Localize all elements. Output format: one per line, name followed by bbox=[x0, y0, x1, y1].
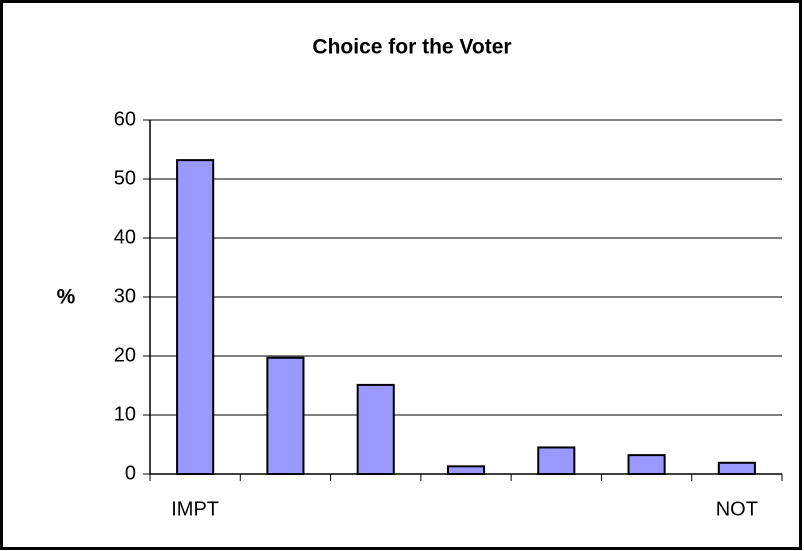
bar bbox=[717, 461, 756, 476]
x-tick-label: NOT bbox=[716, 498, 758, 520]
y-tick-label: 40 bbox=[114, 226, 136, 248]
bar bbox=[356, 383, 395, 475]
bar bbox=[627, 454, 666, 475]
y-tick-label: 10 bbox=[114, 403, 136, 425]
bar bbox=[537, 446, 576, 476]
y-tick-label: 20 bbox=[114, 344, 136, 366]
y-axis-label: % bbox=[57, 286, 76, 309]
x-tick-label: IMPT bbox=[171, 498, 219, 520]
y-tick-label: 60 bbox=[114, 108, 136, 130]
bar bbox=[446, 465, 486, 475]
chart-title: Choice for the Voter bbox=[312, 36, 511, 59]
y-tick-label: 30 bbox=[114, 285, 136, 307]
bar bbox=[266, 356, 305, 475]
y-tick-label: 0 bbox=[125, 462, 136, 484]
y-tick-label: 50 bbox=[114, 167, 136, 189]
bar bbox=[176, 159, 215, 475]
